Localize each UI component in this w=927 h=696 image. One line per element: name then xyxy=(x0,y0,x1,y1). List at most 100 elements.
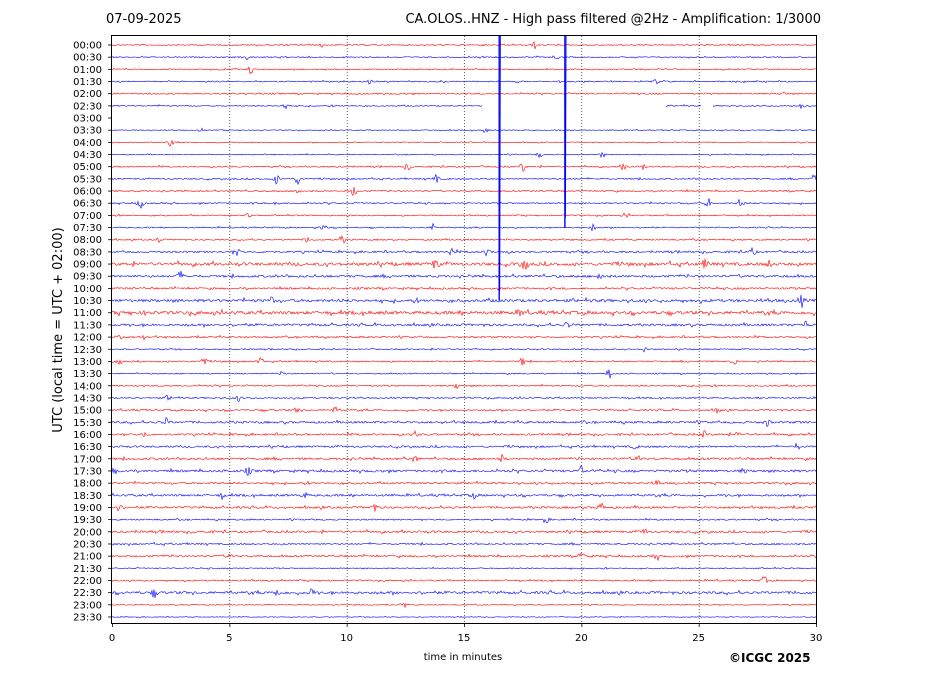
trace-row-1800 xyxy=(111,479,817,486)
x-tick-labels: 0 5 10 15 20 25 30 xyxy=(109,623,823,644)
y-tick-label: 13:30 xyxy=(73,369,102,380)
y-tick-label: 11:00 xyxy=(73,308,102,319)
y-tick-label: 13:00 xyxy=(73,357,102,368)
x-tick-label: 30 xyxy=(810,633,823,644)
trace-row-1900 xyxy=(111,502,817,512)
y-tick-label: 23:30 xyxy=(73,612,102,623)
trace-row-2000 xyxy=(111,528,817,535)
trace-row-0600 xyxy=(111,186,817,197)
y-tick-label: 02:00 xyxy=(73,89,102,100)
y-tick-label: 10:00 xyxy=(73,284,102,295)
y-tick-label: 20:30 xyxy=(73,539,102,550)
y-tick-label: 14:00 xyxy=(73,381,102,392)
y-tick-label: 06:00 xyxy=(73,187,102,198)
trace-row-0630 xyxy=(111,198,817,209)
y-tick-label: 05:00 xyxy=(73,162,102,173)
plot-frame xyxy=(111,35,817,624)
trace-row-1730 xyxy=(111,464,817,477)
trace-row-0800 xyxy=(111,235,817,244)
y-tick-label: 19:30 xyxy=(73,515,102,526)
y-tick-label: 20:00 xyxy=(73,527,102,538)
y-tick-label: 09:00 xyxy=(73,260,102,271)
spike-mark-echo-2 xyxy=(565,35,567,218)
trace-group xyxy=(111,35,817,619)
trace-row-0500 xyxy=(111,163,817,172)
x-tick-label: 15 xyxy=(458,633,471,644)
chart-title: CA.OLOS..HNZ - High pass filtered @2Hz -… xyxy=(405,12,821,27)
y-tick-label: 18:00 xyxy=(73,479,102,490)
y-tick-label: 23:00 xyxy=(73,600,102,611)
y-tick-label: 19:00 xyxy=(73,503,102,514)
y-tick-label: 04:00 xyxy=(73,138,102,149)
trace-row-1600 xyxy=(111,430,817,438)
y-tick-label: 17:30 xyxy=(73,466,102,477)
x-tick-label: 5 xyxy=(226,633,232,644)
x-tick-label: 25 xyxy=(692,633,705,644)
y-tick-label: 16:00 xyxy=(73,430,102,441)
trace-row-1330 xyxy=(111,369,817,379)
trace-row-1300 xyxy=(111,356,817,366)
y-tick-label: 03:30 xyxy=(73,126,102,137)
y-tick-label: 21:30 xyxy=(73,564,102,575)
trace-row-1030 xyxy=(111,294,817,308)
spike-mark-echo-1 xyxy=(499,35,501,291)
trace-row-0200 xyxy=(111,91,817,96)
y-tick-label: 04:30 xyxy=(73,150,102,161)
trace-row-1000 xyxy=(111,285,817,291)
trace-row-1400 xyxy=(111,383,817,390)
y-axis-label: UTC (local time = UTC + 02:00) xyxy=(51,227,66,432)
y-tick-label: 01:30 xyxy=(73,77,102,88)
date-label: 07-09-2025 xyxy=(106,12,182,27)
y-tick-label: 10:30 xyxy=(73,296,102,307)
y-tick-label: 11:30 xyxy=(73,320,102,331)
y-tick-label: 01:00 xyxy=(73,65,102,76)
trace-row-0530 xyxy=(111,174,817,186)
x-axis-label: time in minutes xyxy=(424,652,503,663)
trace-row-0030 xyxy=(111,55,817,61)
y-tick-label: 09:30 xyxy=(73,272,102,283)
trace-row-2100 xyxy=(111,552,817,561)
y-tick-label: 00:00 xyxy=(73,41,102,52)
x-tick-label: 10 xyxy=(340,633,353,644)
trace-row-2030 xyxy=(111,541,817,547)
copyright-label: ©ICGC 2025 xyxy=(729,651,811,665)
trace-row-0830 xyxy=(111,246,817,257)
y-tick-label: 17:00 xyxy=(73,454,102,465)
trace-row-2200 xyxy=(111,576,817,584)
trace-row-0900 xyxy=(111,258,817,270)
y-tick-label: 06:30 xyxy=(73,199,102,210)
y-tick-label: 02:30 xyxy=(73,101,102,112)
trace-row-1830 xyxy=(111,491,817,500)
trace-row-0700 xyxy=(111,212,817,218)
trace-row-0100 xyxy=(111,66,817,75)
trace-row-0400 xyxy=(111,139,817,147)
trace-row-1230 xyxy=(111,347,817,353)
trace-row-0000 xyxy=(111,40,817,50)
y-tick-label: 22:30 xyxy=(73,588,102,599)
trace-row-1530 xyxy=(111,416,817,428)
grid-lines xyxy=(229,36,700,623)
y-tick-label: 22:00 xyxy=(73,576,102,587)
y-tick-label: 18:30 xyxy=(73,491,102,502)
trace-row-1130 xyxy=(111,320,817,328)
x-tick-label: 0 xyxy=(109,633,115,644)
y-tick-label: 00:30 xyxy=(73,53,102,64)
y-tick-label: 05:30 xyxy=(73,174,102,185)
trace-row-2130 xyxy=(111,566,817,570)
trace-row-0130 xyxy=(111,78,817,85)
trace-row-1100 xyxy=(111,308,817,318)
trace-row-1500 xyxy=(111,406,817,414)
y-tick-label: 15:30 xyxy=(73,418,102,429)
y-tick-label: 07:00 xyxy=(73,211,102,222)
y-tick-label: 07:30 xyxy=(73,223,102,234)
y-tick-label: 21:00 xyxy=(73,552,102,563)
trace-row-2300 xyxy=(111,603,817,609)
trace-row-2330 xyxy=(111,615,817,619)
trace-row-0430 xyxy=(111,151,817,159)
y-tick-label: 16:30 xyxy=(73,442,102,453)
y-tick-label: 08:30 xyxy=(73,247,102,258)
trace-row-0230 xyxy=(111,103,817,110)
y-tick-label: 15:00 xyxy=(73,406,102,417)
